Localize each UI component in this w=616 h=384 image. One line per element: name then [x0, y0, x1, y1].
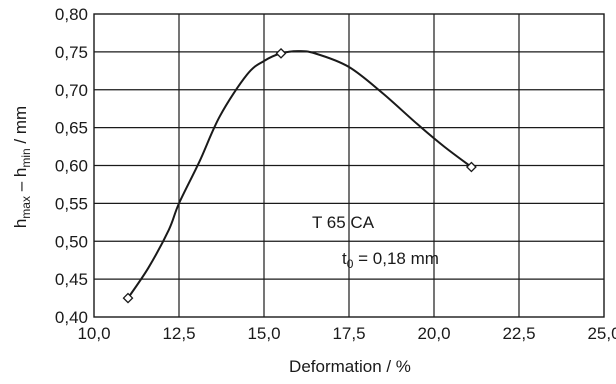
series-line	[127, 50, 473, 299]
x-tick-label: 25,0	[587, 324, 616, 343]
x-tick-label: 10,0	[77, 324, 110, 343]
x-tick-label: 20,0	[417, 324, 450, 343]
y-tick-label: 0,55	[55, 194, 88, 213]
tick-labels: 10,0 12,5 15,0 17,5 20,0 22,5 25,0 0,40 0,45 0,50…	[55, 5, 616, 343]
material-annotation: T 65 CA	[312, 213, 375, 232]
y-tick-label: 0,45	[55, 270, 88, 289]
data-markers	[122, 47, 477, 304]
data-point-marker	[122, 292, 134, 304]
grid-lines	[94, 14, 604, 317]
x-tick-label: 12,5	[162, 324, 195, 343]
y-tick-label: 0,75	[55, 43, 88, 62]
y-tick-label: 0,70	[55, 81, 88, 100]
data-point-marker	[465, 161, 477, 173]
data-point-marker	[275, 47, 287, 59]
x-tick-label: 17,5	[332, 324, 365, 343]
y-axis-label: hmax – hmin / mm	[11, 106, 33, 228]
y-tick-label: 0,80	[55, 5, 88, 24]
y-tick-label: 0,40	[55, 308, 88, 327]
x-tick-label: 22,5	[502, 324, 535, 343]
y-tick-label: 0,60	[55, 157, 88, 176]
y-tick-label: 0,50	[55, 232, 88, 251]
thickness-annotation: t0 = 0,18 mm	[342, 249, 439, 271]
plot-frame	[93, 13, 605, 318]
y-tick-label: 0,65	[55, 119, 88, 138]
x-axis-label: Deformation / %	[289, 357, 411, 376]
x-tick-label: 15,0	[247, 324, 280, 343]
